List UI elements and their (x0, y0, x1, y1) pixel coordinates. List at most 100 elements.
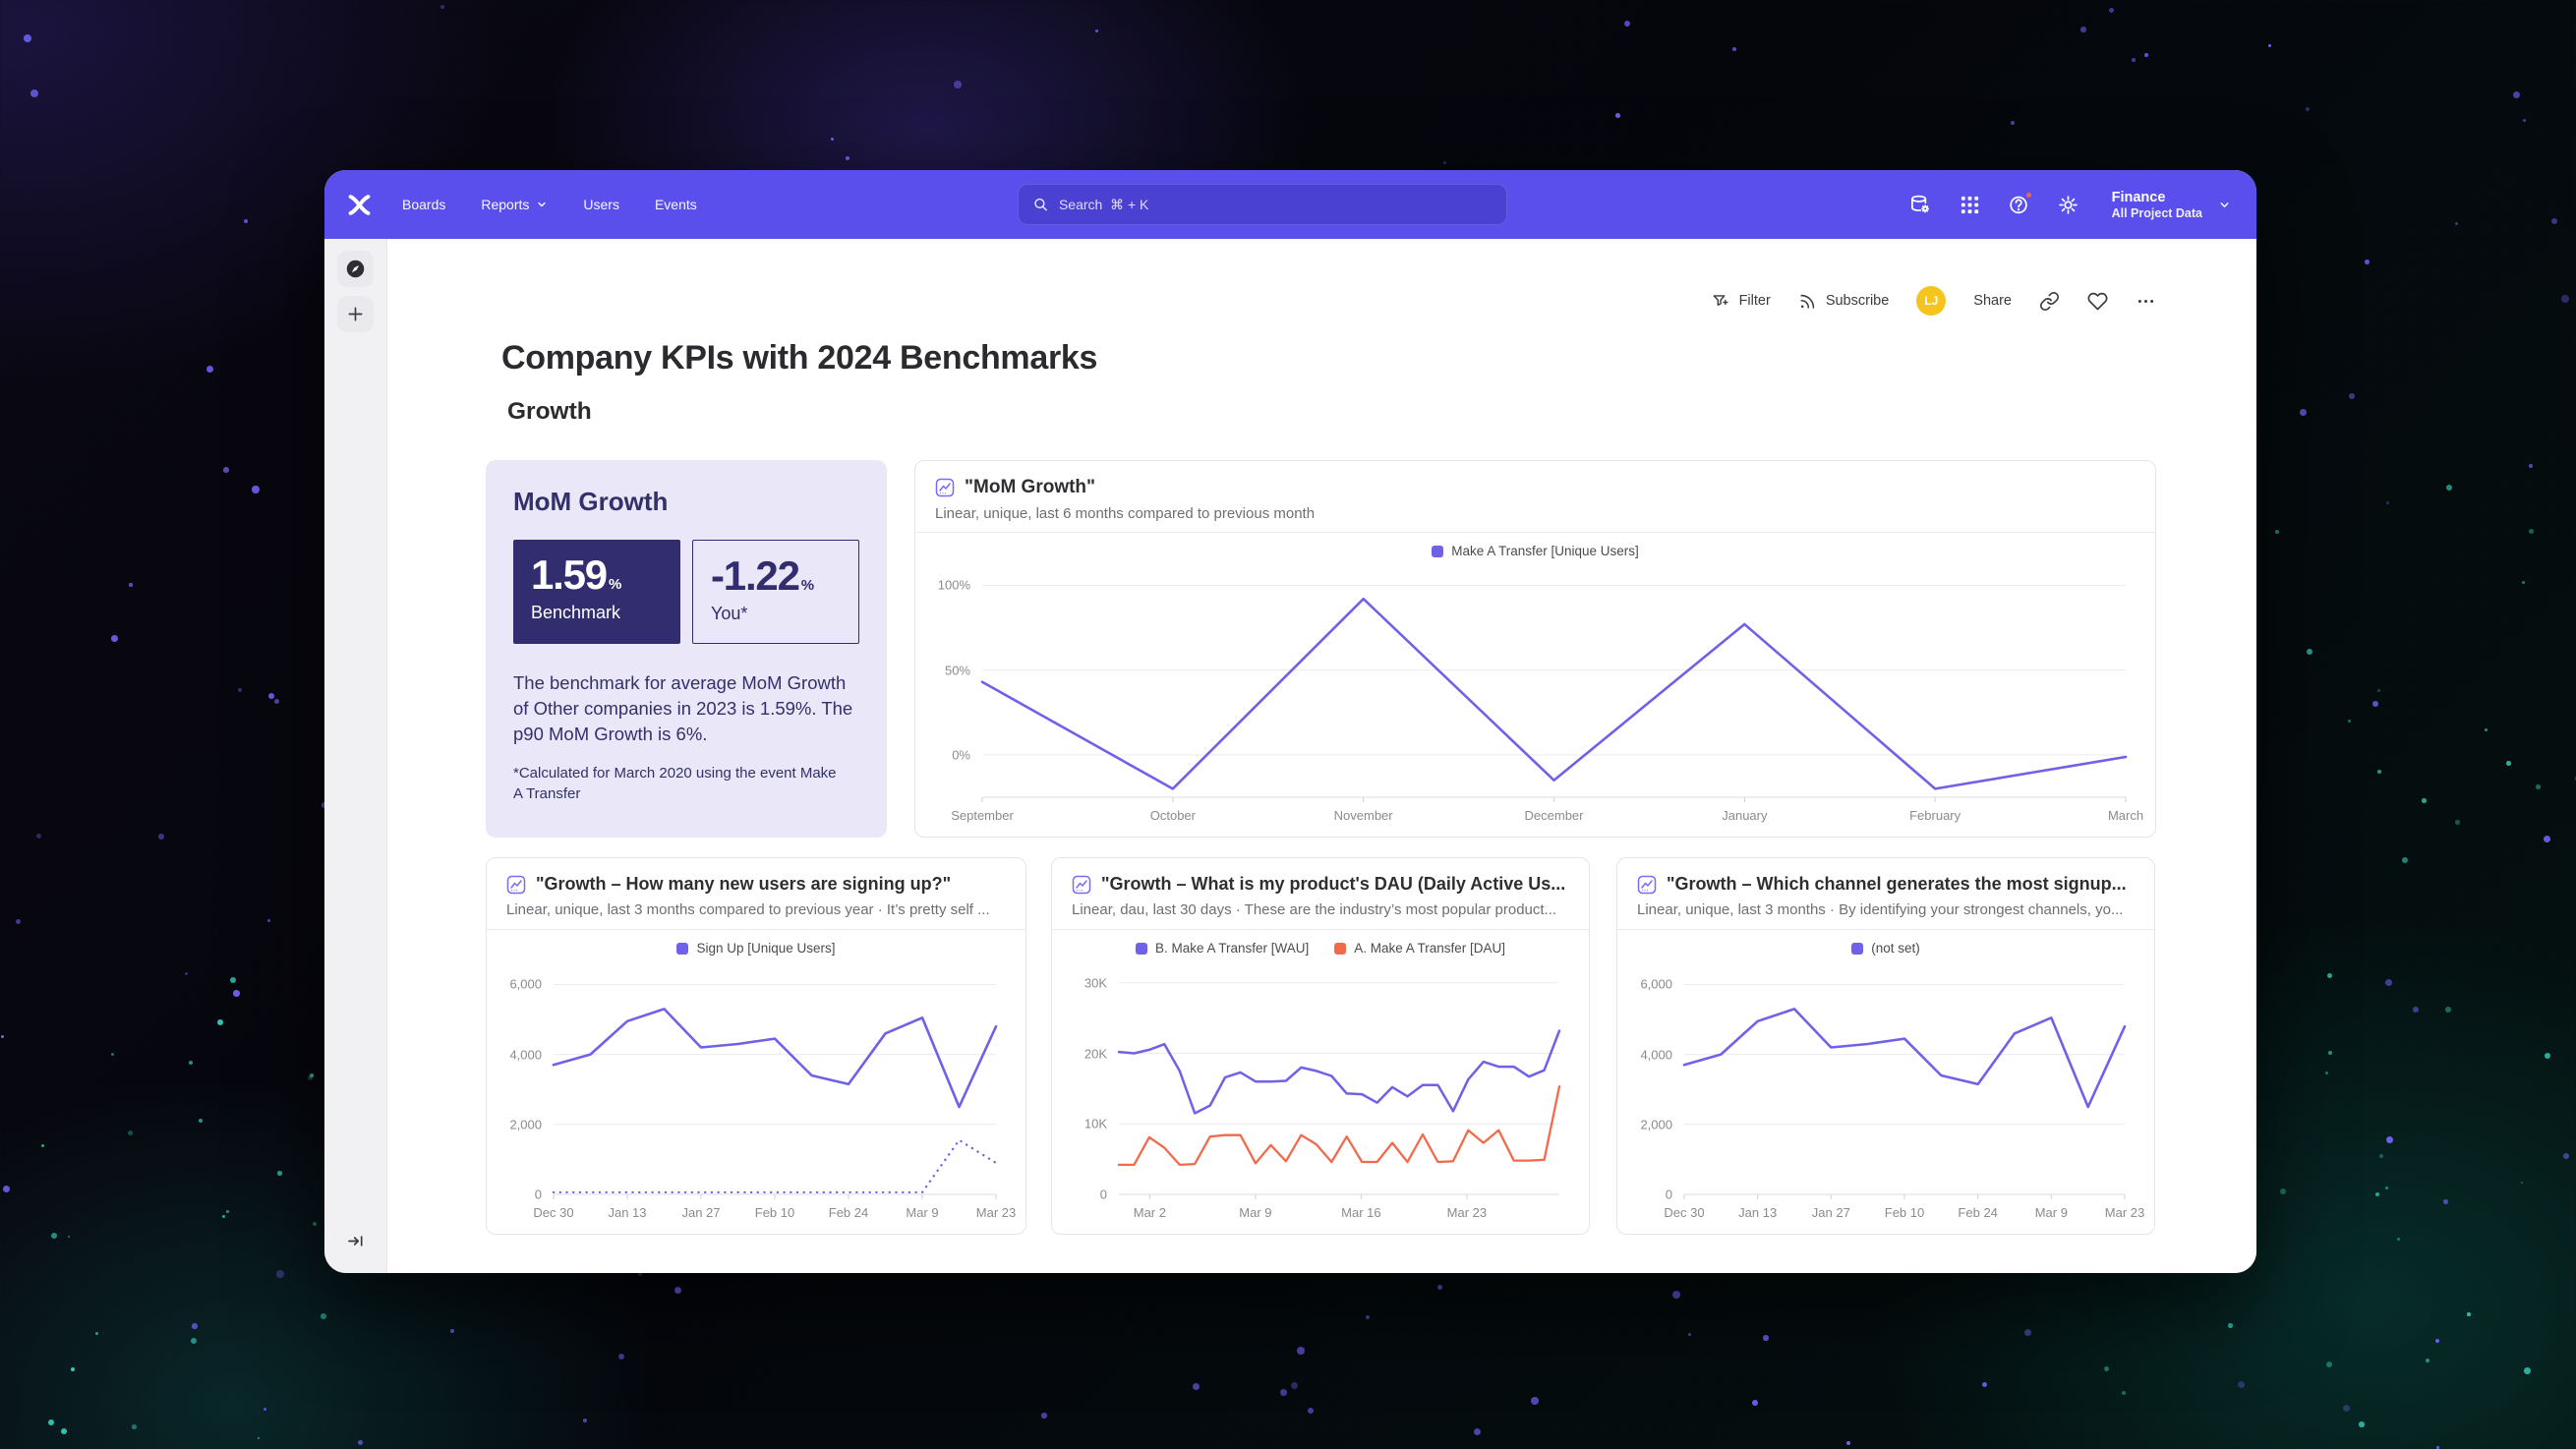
y-axis-tick-label: 0 (1099, 1187, 1107, 1202)
x-axis-tick-label: Jan 13 (1738, 1205, 1778, 1220)
primary-nav: Boards Reports Users Events (402, 197, 697, 212)
chart-title[interactable]: "Growth – What is my product's DAU (Dail… (1101, 874, 1566, 894)
nav-item-reports[interactable]: Reports (481, 197, 548, 212)
nav-item-events[interactable]: Events (654, 197, 697, 212)
nav-item-users[interactable]: Users (583, 197, 619, 212)
compass-icon (346, 260, 365, 278)
legend-item[interactable]: B. Make A Transfer [WAU] (1135, 941, 1309, 956)
benchmark-stat-box: 1.59% Benchmark (513, 540, 680, 644)
y-axis-tick-label: 100% (937, 577, 970, 593)
legend-label: (not set) (1871, 941, 1920, 956)
avatar[interactable]: LJ (1916, 286, 1947, 316)
project-name: Finance (2111, 189, 2166, 205)
benchmark-label: Benchmark (531, 603, 621, 622)
chart-title[interactable]: "Growth – Which channel generates the mo… (1667, 874, 2127, 894)
x-axis-tick-label: Mar 16 (1341, 1205, 1381, 1220)
data-sources-icon[interactable] (1909, 194, 1932, 216)
y-axis-tick-label: 30K (1083, 975, 1107, 991)
y-axis-tick-label: 6,000 (509, 976, 542, 992)
help-icon[interactable] (2008, 190, 2033, 216)
rss-icon (1800, 294, 1815, 309)
board-toolbar: Filter Subscribe LJ Share (1712, 286, 2156, 316)
x-axis-tick-label: Mar 23 (975, 1205, 1017, 1220)
x-axis-tick-label: Jan 13 (608, 1205, 647, 1220)
x-axis-tick-label: Mar 9 (2034, 1205, 2068, 1220)
chart-title[interactable]: "Growth – How many new users are signing… (536, 874, 952, 894)
y-axis-tick-label: 0 (1665, 1187, 1672, 1202)
settings-gear-icon[interactable] (2057, 194, 2079, 216)
x-axis-tick-label: Mar 23 (1446, 1205, 1488, 1220)
legend-swatch (1135, 942, 1147, 955)
search-input[interactable] (1058, 197, 1493, 212)
legend-item[interactable]: Make A Transfer [Unique Users] (1432, 544, 1639, 558)
apps-grid-icon[interactable] (1959, 194, 1981, 216)
benchmark-stats: 1.59% Benchmark -1.22% You* (513, 540, 859, 644)
benchmark-description: The benchmark for average MoM Growth of … (513, 672, 853, 744)
divider (1617, 929, 2154, 930)
divider (915, 532, 2155, 533)
more-options-button[interactable] (2136, 291, 2156, 312)
filter-icon (1713, 294, 1728, 306)
y-axis-tick-label: 0% (952, 747, 970, 763)
benchmark-footnote: *Calculated for March 2020 using the eve… (513, 764, 837, 803)
x-axis-tick-label: Mar 9 (906, 1205, 939, 1220)
chart-subtitle: Linear, unique, last 3 months · By ident… (1637, 901, 2124, 918)
mixpanel-logo-icon[interactable] (346, 192, 373, 218)
expand-sidebar-button[interactable] (337, 1223, 374, 1259)
legend-label: Sign Up [Unique Users] (696, 941, 836, 956)
top-navbar: Boards Reports Users Events (324, 170, 2256, 239)
y-axis-tick-label: 0 (534, 1187, 542, 1202)
project-scope: All Project Data (2111, 206, 2202, 221)
legend-item[interactable]: Sign Up [Unique Users] (676, 941, 836, 956)
heart-icon (2087, 292, 2108, 310)
chart-card-header: "Growth – Which channel generates the mo… (1617, 858, 2154, 918)
expand-sidebar-icon (347, 1236, 363, 1246)
line-chart-icon (935, 478, 955, 497)
ellipsis-icon (2137, 299, 2154, 303)
legend-swatch (676, 942, 689, 955)
mom-growth-benchmark-card: MoM Growth 1.59% Benchmark -1.22% You* T… (486, 460, 887, 838)
y-axis-tick-label: 50% (944, 663, 970, 678)
subscribe-button[interactable]: Subscribe (1798, 292, 1889, 311)
you-label: You* (711, 604, 748, 623)
legend-item[interactable]: (not set) (1851, 941, 1920, 956)
divider (487, 929, 1025, 930)
x-axis-tick-label: Feb 10 (754, 1205, 795, 1220)
share-button[interactable]: Share (1973, 293, 2012, 309)
nav-item-boards[interactable]: Boards (402, 197, 446, 212)
copy-link-button[interactable] (2039, 291, 2060, 312)
x-axis-tick-label: Feb 24 (1958, 1205, 1998, 1220)
x-axis-tick-label: Jan 27 (681, 1205, 721, 1220)
legend-swatch (1334, 942, 1347, 955)
board-content: Filter Subscribe LJ Share (387, 239, 2256, 1273)
x-axis-tick-label: January (1722, 808, 1768, 823)
legend-swatch (1851, 942, 1864, 955)
chart-title[interactable]: "MoM Growth" (965, 477, 1096, 497)
page-title: Company KPIs with 2024 Benchmarks (501, 339, 1098, 377)
x-axis-tick-label: March (2107, 808, 2144, 823)
line-chart-plot: 30K 20K 10K 0 Mar 2 Mar 9 Mar 16 Mar 23 (1070, 964, 1571, 1224)
x-axis-tick-label: Mar 2 (1133, 1205, 1166, 1220)
legend-swatch (1432, 545, 1444, 557)
explore-boards-button[interactable] (337, 251, 374, 287)
x-axis-tick-label: September (951, 808, 1014, 823)
global-search[interactable] (1018, 184, 1507, 225)
chart-legend: B. Make A Transfer [WAU] A. Make A Transf… (1052, 941, 1589, 956)
section-title: Growth (507, 398, 592, 425)
chart-legend: Sign Up [Unique Users] (487, 941, 1025, 956)
line-chart-icon (506, 875, 526, 894)
line-chart-plot: 6,000 4,000 2,000 0 Dec 30 Jan 13 Jan 27 Feb 10… (504, 964, 1016, 1224)
favorite-button[interactable] (2087, 291, 2108, 312)
y-axis-tick-label: 2,000 (1640, 1117, 1672, 1132)
line-chart-plot: 6,000 4,000 2,000 0 Dec 30 Jan 13 Jan 27 Feb 10… (1635, 964, 2144, 1224)
share-label: Share (1973, 293, 2012, 309)
chart-subtitle: Linear, dau, last 30 days · These are th… (1072, 901, 1557, 918)
benchmark-card-title: MoM Growth (513, 487, 669, 516)
subscribe-label: Subscribe (1825, 293, 1890, 309)
new-board-button[interactable] (337, 296, 374, 332)
project-selector[interactable]: Finance All Project Data (2112, 189, 2231, 220)
line-chart-plot: 100% 50% 0% September October November Decembe… (933, 567, 2143, 827)
filter-button[interactable]: Filter (1712, 292, 1771, 311)
x-axis-tick-label: Dec 30 (533, 1205, 574, 1220)
legend-item[interactable]: A. Make A Transfer [DAU] (1334, 941, 1505, 956)
